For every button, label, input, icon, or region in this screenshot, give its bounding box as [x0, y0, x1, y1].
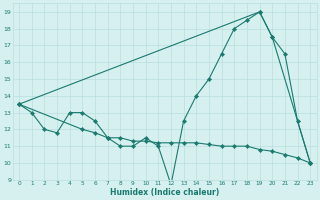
X-axis label: Humidex (Indice chaleur): Humidex (Indice chaleur)	[110, 188, 219, 197]
